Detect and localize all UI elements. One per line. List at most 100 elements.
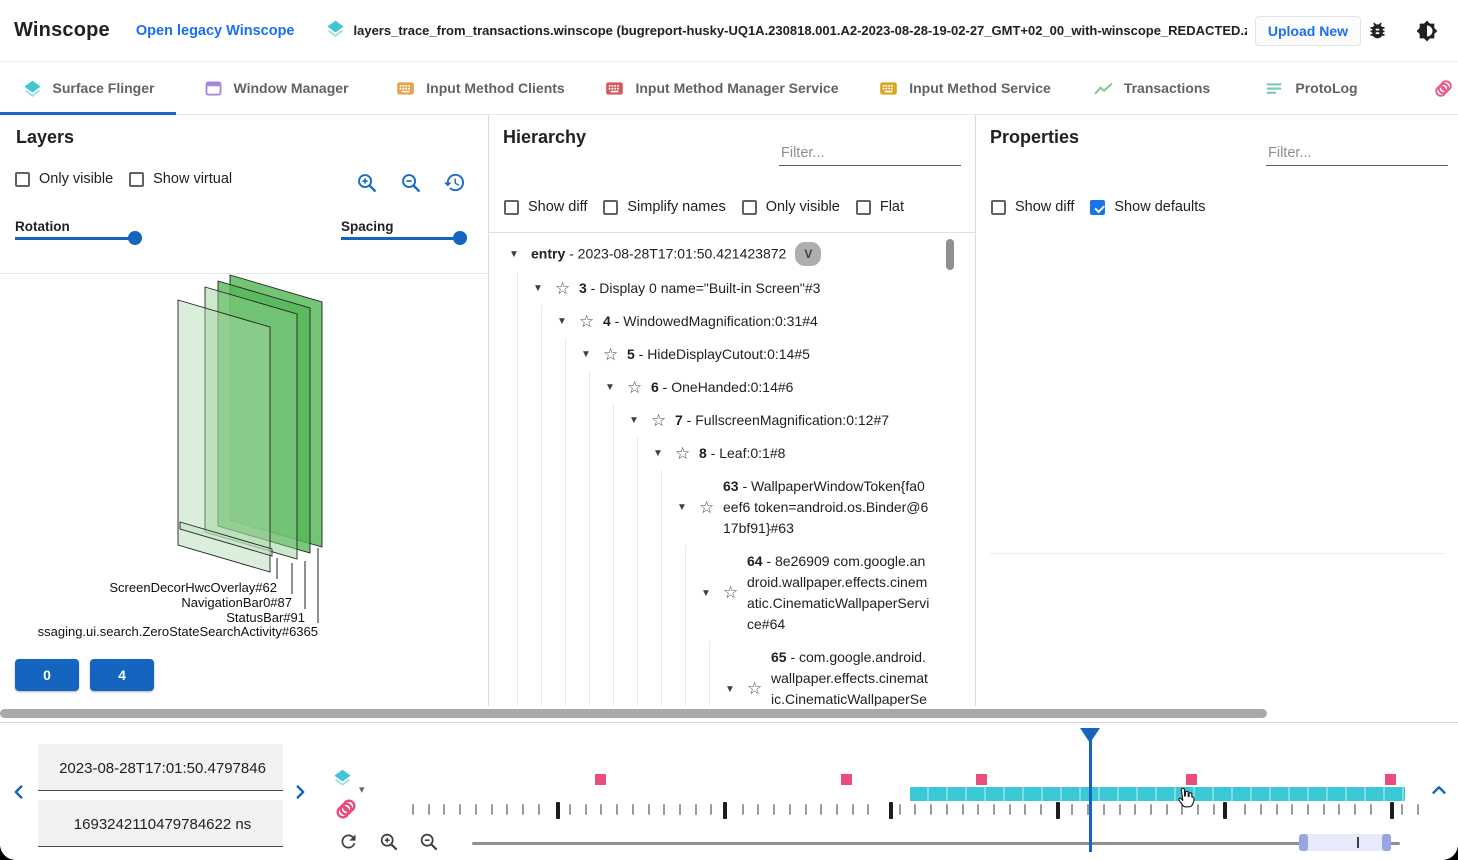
checkbox-box[interactable] bbox=[991, 199, 1006, 215]
range-slider-track[interactable] bbox=[472, 842, 1400, 845]
node-label: 4 - WindowedMagnification:0:31#4 bbox=[603, 313, 818, 329]
pin-star-icon[interactable]: ☆ bbox=[747, 679, 763, 698]
transition-marker[interactable] bbox=[595, 774, 606, 785]
checkbox-label: Flat bbox=[879, 199, 905, 215]
tab-input-method-service[interactable]: Input Method Service bbox=[858, 62, 1071, 114]
transition-marker[interactable] bbox=[1385, 774, 1396, 785]
transition-marker[interactable] bbox=[976, 774, 987, 785]
tree-node[interactable]: ▼ ☆ 4 - WindowedMagnification:0:31#4 bbox=[489, 305, 975, 338]
tab-input-method-clients[interactable]: Input Method Clients bbox=[375, 62, 585, 114]
pin-star-icon[interactable]: ☆ bbox=[651, 410, 667, 430]
tree-node[interactable]: ▼ ☆ 6 - OneHanded:0:14#6 bbox=[489, 371, 975, 404]
checkbox-box[interactable] bbox=[504, 199, 519, 215]
display-id-button[interactable]: 4 bbox=[90, 659, 154, 691]
display-id-button[interactable]: 0 bbox=[15, 659, 79, 691]
transition-marker[interactable] bbox=[841, 774, 852, 785]
option-simplify-names[interactable]: Simplify names bbox=[603, 199, 726, 215]
dark-mode-icon[interactable] bbox=[1414, 18, 1440, 44]
layers-trace-icon[interactable] bbox=[332, 767, 353, 788]
sf-trace-bar[interactable] bbox=[910, 787, 1405, 801]
tree-node[interactable]: ▼ ☆ 7 - FullscreenMagnification:0:12#7 bbox=[489, 404, 975, 437]
open-legacy-winscope-link[interactable]: Open legacy Winscope bbox=[135, 22, 295, 39]
expander-icon[interactable]: ▼ bbox=[557, 316, 567, 327]
horizontal-scrollbar-thumb[interactable] bbox=[0, 709, 1267, 718]
previous-entry-button[interactable] bbox=[8, 781, 30, 803]
option-show-diff[interactable]: Show diff bbox=[504, 199, 587, 215]
pin-star-icon[interactable]: ☆ bbox=[723, 583, 739, 602]
checkbox-box[interactable] bbox=[129, 171, 145, 187]
zoom-out-icon[interactable] bbox=[397, 169, 424, 196]
checkbox-label: Only visible bbox=[765, 199, 840, 215]
expander-icon[interactable]: ▼ bbox=[677, 502, 687, 513]
show-virtual-checkbox[interactable]: Show virtual bbox=[129, 171, 232, 187]
transition-marker[interactable] bbox=[1186, 774, 1197, 785]
refresh-icon[interactable] bbox=[338, 831, 359, 852]
tree-node[interactable]: ▼ ☆ 8 - Leaf:0:1#8 bbox=[489, 437, 975, 470]
pin-star-icon[interactable]: ☆ bbox=[627, 377, 643, 397]
tab-window-manager[interactable]: Window Manager bbox=[176, 62, 375, 114]
dropdown-caret-icon[interactable]: ▾ bbox=[359, 784, 365, 796]
tab-input-method-manager-service[interactable]: Input Method Manager Service bbox=[585, 62, 858, 114]
slider-thumb[interactable] bbox=[453, 231, 467, 245]
option-show-defaults[interactable]: Show defaults bbox=[1090, 199, 1205, 215]
timeline-zoom-in-icon[interactable] bbox=[378, 831, 399, 852]
tree-node[interactable]: ▼ ☆ 65 - com.google.android.wallpaper.effe… bbox=[489, 641, 975, 706]
checkbox-box[interactable] bbox=[1090, 199, 1106, 215]
zoom-in-icon[interactable] bbox=[353, 169, 380, 196]
timeline-zoom-out-icon[interactable] bbox=[418, 831, 439, 852]
reset-view-icon[interactable] bbox=[441, 169, 468, 196]
hierarchy-filter-input[interactable] bbox=[779, 141, 961, 166]
next-entry-button[interactable] bbox=[289, 781, 311, 803]
tab-surface-flinger[interactable]: Surface Flinger bbox=[0, 62, 176, 114]
expander-icon[interactable]: ▼ bbox=[581, 349, 591, 360]
layer-label: StatusBar#91 bbox=[226, 610, 305, 625]
checkbox-box[interactable] bbox=[15, 171, 30, 187]
ruler-tick-minor bbox=[1259, 804, 1262, 815]
spacing-slider[interactable] bbox=[341, 231, 467, 245]
tree-node[interactable]: ▼ entry - 2023-08-28T17:01:50.421423872 V bbox=[489, 236, 975, 272]
expander-icon[interactable]: ▼ bbox=[653, 448, 663, 459]
pin-star-icon[interactable]: ☆ bbox=[555, 278, 571, 298]
option-only-visible[interactable]: Only visible bbox=[741, 199, 840, 215]
range-slider-handle-left[interactable] bbox=[1299, 834, 1308, 851]
ruler-tick-minor bbox=[584, 804, 587, 815]
range-slider-selection[interactable] bbox=[1303, 834, 1387, 851]
expander-icon[interactable]: ▼ bbox=[725, 683, 735, 695]
checkbox-box[interactable] bbox=[741, 199, 757, 215]
only-visible-checkbox[interactable]: Only visible bbox=[15, 171, 113, 187]
pin-star-icon[interactable]: ☆ bbox=[699, 497, 715, 517]
option-flat[interactable]: Flat bbox=[855, 199, 905, 215]
rotation-slider[interactable] bbox=[15, 231, 167, 245]
ns-timestamp-input[interactable] bbox=[38, 800, 287, 848]
ruler-tick-minor bbox=[694, 804, 697, 815]
tree-node[interactable]: ▼ ☆ 64 - 8e26909 com.google.android.wallpa… bbox=[489, 545, 975, 641]
range-slider-handle-right[interactable] bbox=[1382, 834, 1391, 851]
tree-node[interactable]: ▼ ☆ 63 - WallpaperWindowToken{fa0eef6 toke… bbox=[489, 470, 975, 545]
human-timestamp-input[interactable] bbox=[38, 744, 287, 792]
checkbox-box[interactable] bbox=[603, 199, 619, 215]
properties-filter-input[interactable] bbox=[1266, 141, 1448, 166]
slider-thumb[interactable] bbox=[128, 231, 142, 245]
pin-star-icon[interactable]: ☆ bbox=[675, 443, 691, 463]
collapse-timeline-button[interactable] bbox=[1428, 779, 1450, 801]
transition-trace-icon[interactable] bbox=[334, 797, 358, 821]
layer-rects-canvas[interactable] bbox=[0, 273, 488, 645]
checkbox-box[interactable] bbox=[855, 199, 871, 215]
expander-icon[interactable]: ▼ bbox=[509, 248, 519, 260]
expander-icon[interactable]: ▼ bbox=[533, 283, 543, 294]
tab-transactions[interactable]: Transactions bbox=[1071, 62, 1232, 114]
tab-protolog[interactable]: ProtoLog bbox=[1232, 62, 1390, 114]
expander-icon[interactable]: ▼ bbox=[605, 382, 615, 393]
expander-icon[interactable]: ▼ bbox=[629, 415, 639, 426]
expander-icon[interactable]: ▼ bbox=[701, 587, 711, 599]
pin-star-icon[interactable]: ☆ bbox=[603, 344, 619, 364]
pin-star-icon[interactable]: ☆ bbox=[579, 311, 595, 331]
upload-new-button[interactable]: Upload New bbox=[1254, 15, 1361, 46]
tree-scrollbar[interactable] bbox=[946, 239, 954, 270]
tree-node[interactable]: ▼ ☆ 5 - HideDisplayCutout:0:14#5 bbox=[489, 338, 975, 371]
option-show-diff[interactable]: Show diff bbox=[991, 199, 1074, 215]
tree-node[interactable]: ▼ ☆ 3 - Display 0 name="Built-in Screen"#3 bbox=[489, 272, 975, 305]
keyboard-icon bbox=[395, 78, 416, 99]
tab-transitions[interactable]: Tr bbox=[1390, 62, 1458, 114]
bug-report-icon[interactable] bbox=[1365, 18, 1390, 43]
